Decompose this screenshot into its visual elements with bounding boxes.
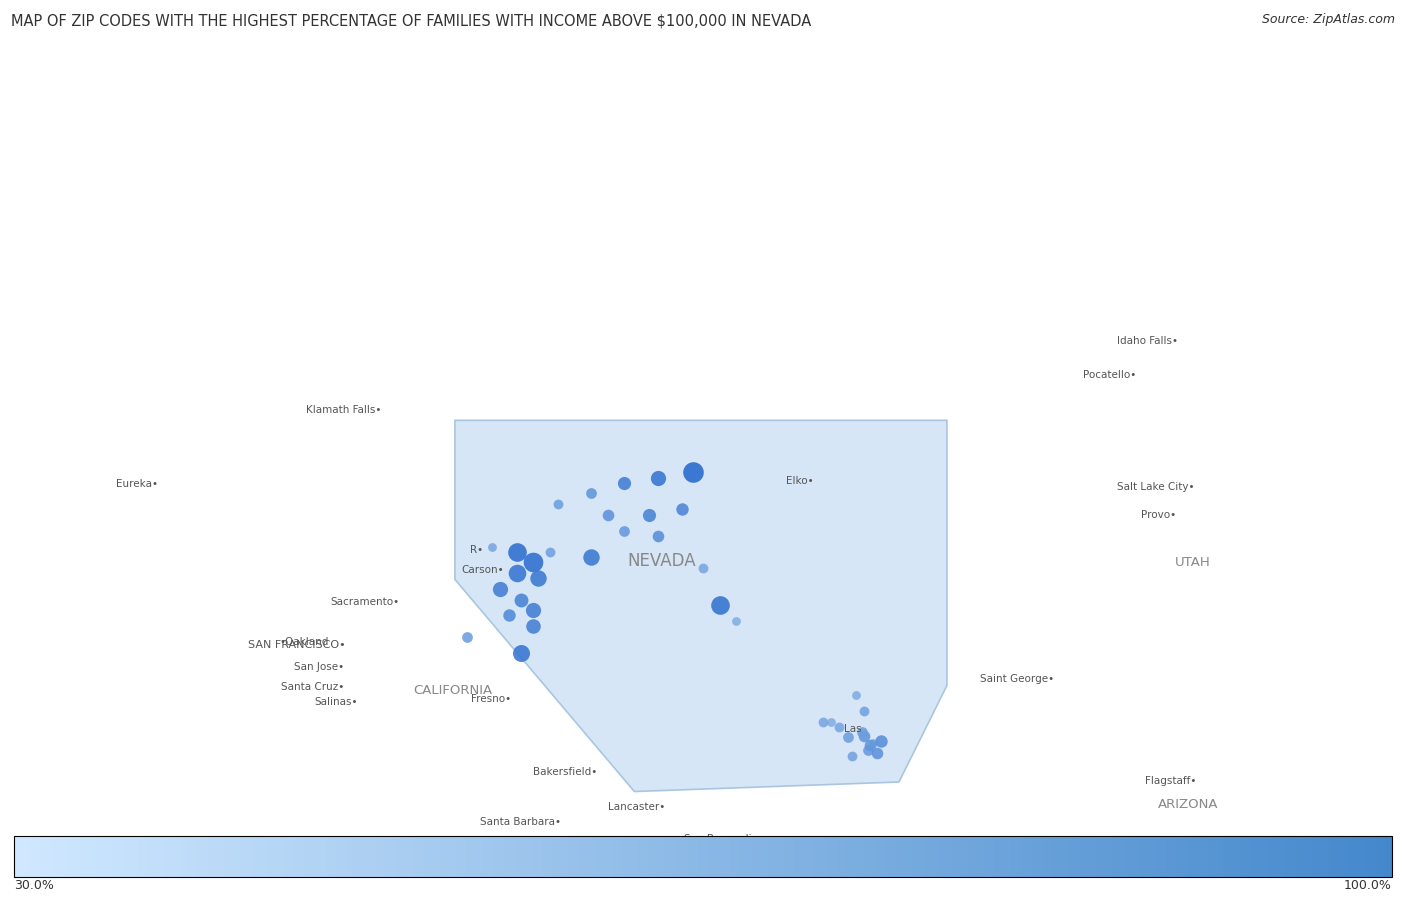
Text: Phoenix•: Phoenix• <box>1112 868 1160 879</box>
Point <box>862 735 884 750</box>
Point <box>613 476 636 490</box>
Point <box>481 539 503 554</box>
Point <box>853 704 876 718</box>
Point <box>866 746 889 761</box>
Point <box>547 497 569 512</box>
Point <box>845 688 868 702</box>
Point <box>858 743 880 757</box>
Text: Carson•: Carson• <box>461 565 505 574</box>
Point <box>506 565 529 580</box>
Point <box>506 545 529 559</box>
Text: Fresno•: Fresno• <box>471 694 512 704</box>
Text: Idaho Falls•: Idaho Falls• <box>1116 335 1178 346</box>
Point <box>638 508 661 522</box>
Polygon shape <box>456 421 948 791</box>
Text: Santa Cruz•: Santa Cruz• <box>281 682 344 692</box>
Text: Sacramento•: Sacramento• <box>330 597 399 607</box>
Text: Long Beach•: Long Beach• <box>599 852 666 862</box>
Text: Las: Las <box>844 724 862 734</box>
Point <box>456 629 478 644</box>
Text: Santa Barbara•: Santa Barbara• <box>479 817 561 827</box>
Point <box>820 715 842 729</box>
Text: Lancaster•: Lancaster• <box>607 803 665 813</box>
Point <box>522 556 544 570</box>
Point <box>510 592 533 607</box>
Point <box>671 503 693 517</box>
Point <box>613 523 636 538</box>
Point <box>837 730 859 744</box>
Text: NEVADA: NEVADA <box>627 552 696 570</box>
Point <box>859 738 882 752</box>
Point <box>828 720 851 734</box>
Text: Bakersfield•: Bakersfield• <box>533 767 598 777</box>
Point <box>709 598 731 612</box>
Point <box>811 715 834 729</box>
Text: Pocatello•: Pocatello• <box>1084 370 1136 380</box>
Text: Salt Lake City•: Salt Lake City• <box>1116 482 1194 492</box>
Text: SAN FRANCISCO•: SAN FRANCISCO• <box>247 640 346 650</box>
Point <box>581 486 603 501</box>
Text: San Jose•: San Jose• <box>294 662 343 672</box>
Point <box>851 725 873 739</box>
Text: Salinas•: Salinas• <box>315 698 357 708</box>
Text: Eureka•: Eureka• <box>115 479 157 489</box>
Text: ARIZONA: ARIZONA <box>1159 798 1219 811</box>
Point <box>498 609 520 623</box>
Point <box>841 748 863 762</box>
Point <box>647 470 669 485</box>
Point <box>725 614 748 628</box>
Text: UTAH: UTAH <box>1174 556 1211 569</box>
Point <box>869 734 891 748</box>
Text: Source: ZipAtlas.com: Source: ZipAtlas.com <box>1261 13 1395 26</box>
Text: Saint George•: Saint George• <box>980 674 1054 684</box>
Point <box>522 619 544 633</box>
Point <box>489 582 512 596</box>
Point <box>522 603 544 618</box>
Text: CALIFORNIA: CALIFORNIA <box>413 684 492 698</box>
Text: Provo•: Provo• <box>1142 510 1177 520</box>
Text: •San Bernardino: •San Bernardino <box>678 834 765 844</box>
Text: Klamath Falls•: Klamath Falls• <box>307 405 381 414</box>
Text: •Oakland: •Oakland <box>280 637 329 647</box>
Text: 30.0%: 30.0% <box>14 879 53 892</box>
Point <box>526 571 548 585</box>
Point <box>647 529 669 543</box>
Text: R•: R• <box>470 545 482 556</box>
Text: Elko•: Elko• <box>786 476 813 486</box>
Text: 100.0%: 100.0% <box>1344 879 1392 892</box>
Point <box>581 550 603 565</box>
Point <box>692 561 714 575</box>
Text: MAP OF ZIP CODES WITH THE HIGHEST PERCENTAGE OF FAMILIES WITH INCOME ABOVE $100,: MAP OF ZIP CODES WITH THE HIGHEST PERCEN… <box>11 13 811 29</box>
Point <box>682 465 704 479</box>
Point <box>510 645 533 660</box>
Point <box>538 545 561 559</box>
Point <box>596 508 619 522</box>
Text: LOS ANGELES•: LOS ANGELES• <box>575 837 658 847</box>
Point <box>853 729 876 743</box>
Text: Flagstaff•: Flagstaff• <box>1146 776 1197 786</box>
